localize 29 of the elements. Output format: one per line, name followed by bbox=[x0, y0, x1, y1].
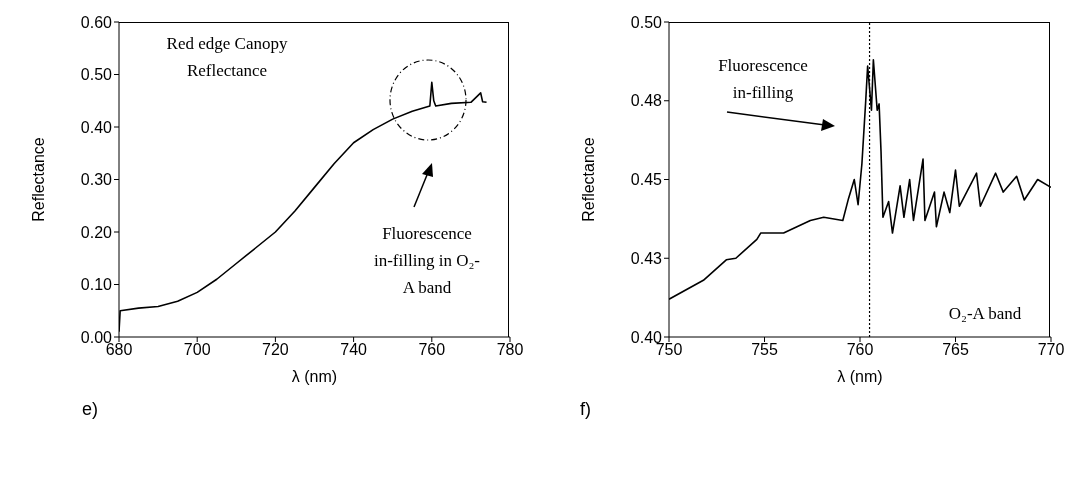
annotation: Red edge Canopy Reflectance bbox=[165, 33, 289, 82]
x-tick-label: 700 bbox=[183, 341, 211, 359]
y-tick-label: 0.20 bbox=[80, 223, 113, 241]
annotation: Fluorescence in-filling bbox=[717, 55, 809, 104]
y-axis-title: Reflectance bbox=[29, 137, 47, 222]
y-tick-label: 0.40 bbox=[80, 118, 113, 136]
x-axis-title: λ (nm) bbox=[837, 368, 883, 385]
annotation: Fluorescence in-filling in O₂-A band bbox=[373, 223, 481, 299]
x-tick-label: 740 bbox=[340, 341, 368, 359]
y-tick-label: 0.43 bbox=[630, 249, 663, 267]
y-tick-label: 0.48 bbox=[630, 92, 663, 110]
y-tick-label: 0.45 bbox=[630, 171, 663, 189]
x-tick-label: 765 bbox=[942, 341, 969, 359]
y-tick-label: 0.60 bbox=[80, 13, 113, 31]
x-tick-label: 780 bbox=[496, 341, 524, 359]
y-axis-title: Reflectance bbox=[579, 137, 597, 222]
x-tick-label: 755 bbox=[751, 341, 778, 359]
text: f) bbox=[580, 398, 592, 421]
x-tick-label: 760 bbox=[418, 341, 446, 359]
x-tick-label: 770 bbox=[1037, 341, 1065, 359]
x-tick-label: 760 bbox=[846, 341, 874, 359]
annotation: O₂-A band bbox=[947, 303, 1023, 325]
y-tick-label: 0.50 bbox=[630, 13, 663, 31]
x-axis-title: λ (nm) bbox=[291, 368, 338, 385]
y-tick-label: 0.50 bbox=[80, 66, 113, 84]
y-tick-label: 0.30 bbox=[80, 171, 113, 189]
x-tick-label: 720 bbox=[262, 341, 289, 359]
text: e) bbox=[82, 398, 99, 421]
y-tick-label: 0.10 bbox=[80, 276, 113, 294]
